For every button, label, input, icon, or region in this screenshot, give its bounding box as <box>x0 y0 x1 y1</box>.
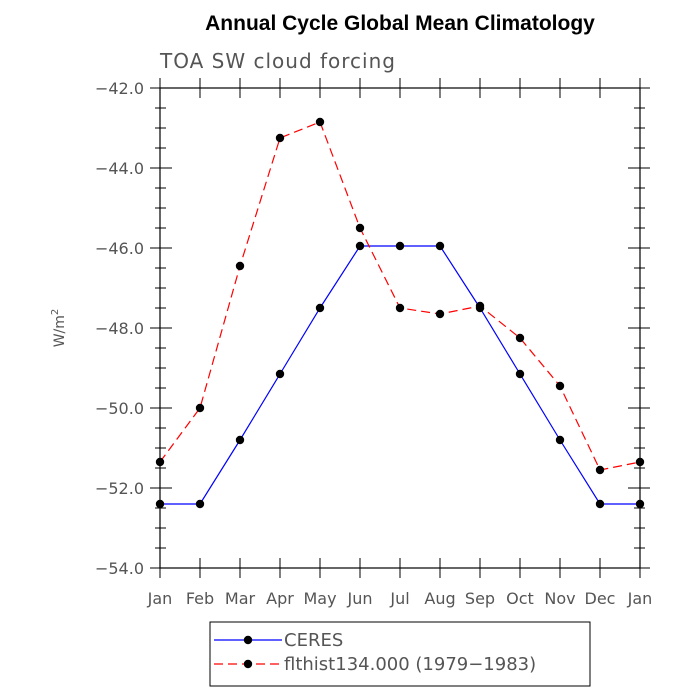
legend-marker-0 <box>243 635 253 645</box>
x-tick-label: Dec <box>585 589 616 608</box>
y-tick-label: −44.0 <box>95 159 144 178</box>
y-axis-label: W/m2 <box>50 309 68 348</box>
y-tick-label: −46.0 <box>95 239 144 258</box>
series-1-point <box>595 465 605 475</box>
series-0-point <box>435 241 445 251</box>
series-line-1 <box>159 121 641 471</box>
series-1-point <box>435 309 445 319</box>
series-0-point <box>355 241 365 251</box>
y-tick-label: −48.0 <box>95 319 144 338</box>
series-1-point <box>555 381 565 391</box>
y-tick-label: −52.0 <box>95 479 144 498</box>
series-0-point <box>195 499 205 509</box>
legend-label-0: CERES <box>284 630 343 651</box>
series-0-point <box>635 499 645 509</box>
x-tick-label: Nov <box>544 589 575 608</box>
legend-marker-1 <box>243 659 253 669</box>
series-0-point <box>235 435 245 445</box>
x-tick-label: Feb <box>186 589 214 608</box>
x-tick-label: Jul <box>389 589 409 608</box>
x-tick-label: Apr <box>266 589 294 608</box>
axis-ticks <box>150 78 650 578</box>
series-1-point <box>355 223 365 233</box>
series-1-point <box>155 457 165 467</box>
legend-label-1: flthist134.000 (1979−1983) <box>284 654 536 675</box>
x-tick-label: Jan <box>147 589 173 608</box>
x-tick-label: Jan <box>627 589 653 608</box>
series-1-point <box>275 133 285 143</box>
x-tick-labels: Jan Feb Mar Apr May Jun Jul Aug Sep Oct Nov Dec Jan <box>147 589 653 608</box>
series-0-point <box>555 435 565 445</box>
chart-subtitle: TOA SW cloud forcing <box>159 49 396 73</box>
chart-title: Annual Cycle Global Mean Climatology <box>205 12 595 35</box>
series-1-point <box>195 403 205 413</box>
svg-text:W/m2: W/m2 <box>50 309 68 348</box>
series-1-point <box>475 301 485 311</box>
series-1-point <box>515 333 525 343</box>
x-tick-label: Aug <box>424 589 455 608</box>
legend-box <box>209 621 591 687</box>
x-tick-label: Jun <box>347 589 373 608</box>
x-tick-label: Oct <box>506 589 534 608</box>
series-line-0 <box>160 245 640 505</box>
series-layer <box>155 117 645 509</box>
series-1-point <box>635 457 645 467</box>
y-axis-label-superscript: 2 <box>50 309 61 315</box>
y-tick-labels: −54.0 −52.0 −50.0 −48.0 −46.0 −44.0 −42.0 <box>95 79 144 578</box>
series-0-point <box>395 241 405 251</box>
y-axis-label-text: W/m <box>52 315 68 347</box>
y-tick-label: −50.0 <box>95 399 144 418</box>
plot-frame <box>159 87 641 569</box>
series-0-point <box>315 303 325 313</box>
legend-items: CERES flthist134.000 (1979−1983) <box>214 630 536 675</box>
y-tick-label: −54.0 <box>95 559 144 578</box>
x-tick-label: Mar <box>225 589 256 608</box>
series-0-point <box>275 369 285 379</box>
series-0-point <box>595 499 605 509</box>
x-tick-label: May <box>303 589 336 608</box>
series-1-point <box>395 303 405 313</box>
legend: CERES flthist134.000 (1979−1983) <box>209 621 591 687</box>
series-1-point <box>235 261 245 271</box>
x-tick-label: Sep <box>465 589 495 608</box>
y-tick-label: −42.0 <box>95 79 144 98</box>
series-0-point <box>515 369 525 379</box>
series-0-point <box>155 499 165 509</box>
series-1-point <box>315 117 325 127</box>
